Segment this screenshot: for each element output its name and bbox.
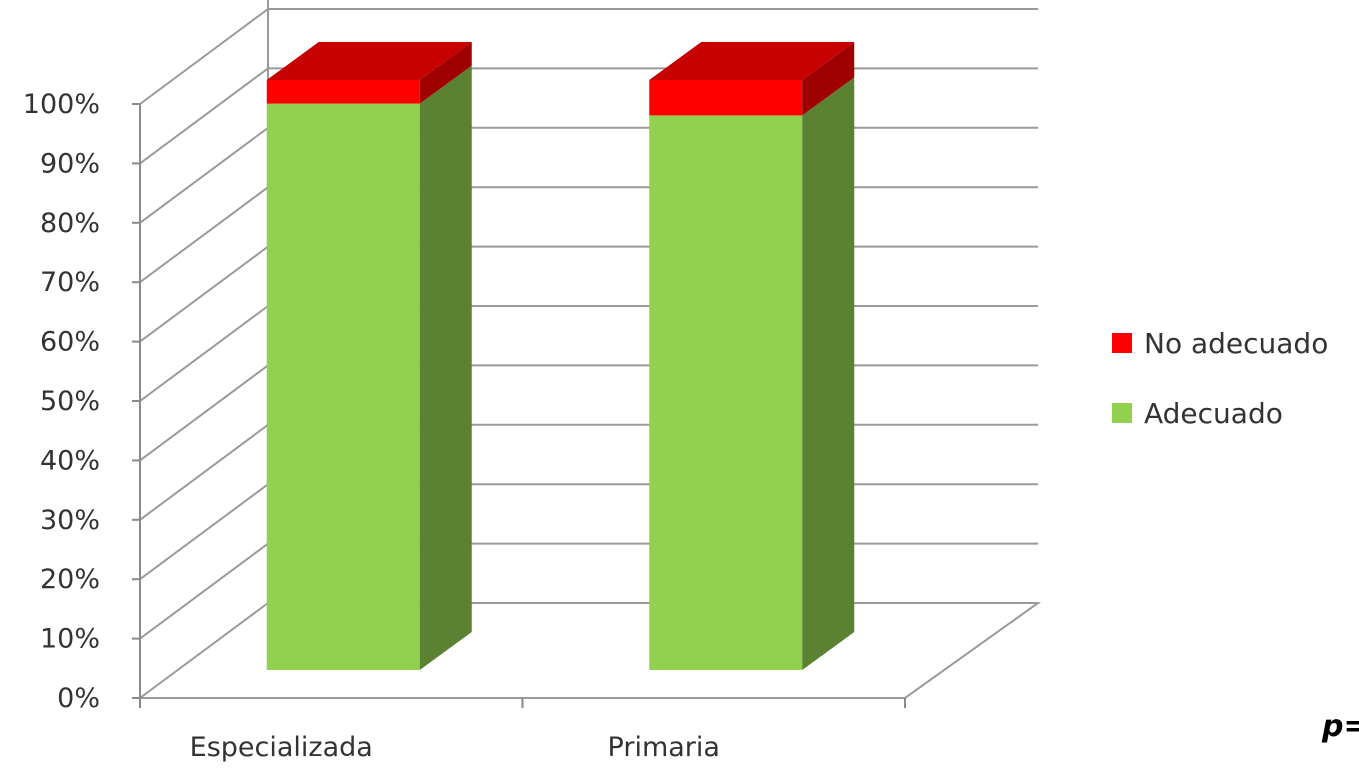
side-wall-line: [139, 245, 269, 343]
bar-segment-adecuado: [649, 77, 855, 670]
legend-swatch: [1112, 403, 1132, 423]
legend-label: No adecuado: [1144, 327, 1328, 360]
legend-label: Adecuado: [1144, 397, 1283, 430]
legend-item: No adecuado: [1112, 327, 1328, 360]
bar-segment-adecuado: [266, 65, 472, 671]
y-tick-label: 0%: [57, 683, 100, 714]
category-label: Primaria: [608, 732, 720, 763]
legend-item: Adecuado: [1112, 397, 1283, 430]
side-wall-line: [139, 602, 269, 699]
y-tick-label: 10%: [40, 624, 100, 655]
category-label: Especializada: [190, 732, 373, 763]
side-wall-line: [139, 305, 269, 402]
bar-segment-no-adecuado: [649, 42, 855, 116]
y-tick-label: 30%: [40, 505, 100, 536]
side-wall-line: [139, 126, 269, 224]
bars: [266, 42, 855, 671]
side-wall-line: [139, 423, 269, 521]
y-tick-label: 20%: [40, 564, 100, 595]
category-labels: Especializada Primaria: [190, 732, 720, 763]
side-wall-line: [139, 186, 269, 284]
y-tick-label: 60%: [40, 327, 100, 358]
side-wall-line: [139, 542, 269, 640]
y-tick-label: 70%: [40, 267, 100, 298]
y-tick-label: 80%: [40, 208, 100, 239]
side-wall-line: [139, 364, 269, 462]
y-tick-label: 50%: [40, 386, 100, 417]
p-value-annotation: p=: [1321, 709, 1359, 744]
legend-swatch: [1112, 333, 1132, 353]
axes: [132, 103, 906, 708]
side-wall-line: [139, 483, 269, 581]
y-tick-label: 40%: [40, 445, 100, 476]
side-wall-line: [139, 8, 269, 105]
side-wall-line: [139, 67, 269, 165]
bar-segment-no-adecuado: [266, 42, 472, 104]
y-tick-label: 90%: [40, 148, 100, 179]
y-tick-labels: 0% 10% 20% 30% 40% 50% 60% 70% 80% 90% 100%: [23, 89, 100, 714]
legend: No adecuado Adecuado: [1112, 327, 1328, 430]
y-tick-label: 100%: [23, 89, 100, 120]
